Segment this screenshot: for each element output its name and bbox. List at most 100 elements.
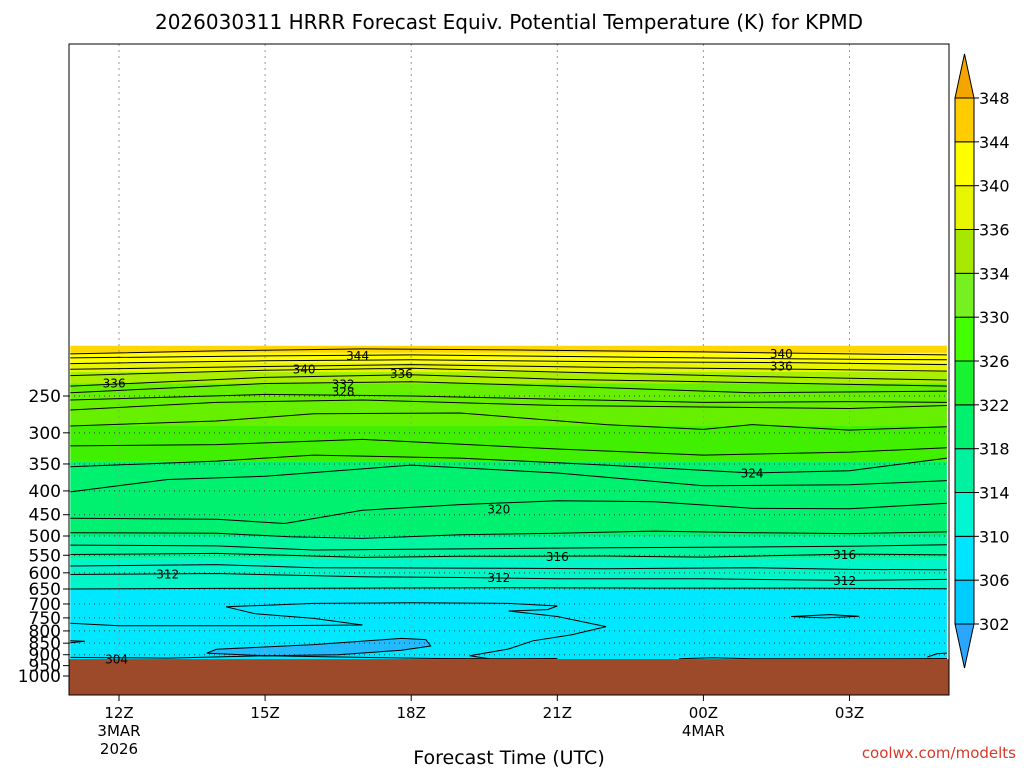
y-tick-label-250: 250: [29, 387, 61, 407]
contour-344: [70, 348, 947, 356]
contour-324: [70, 454, 947, 474]
contour-label-328: 328: [332, 385, 355, 399]
contour-311: [70, 587, 947, 590]
y-tick-label-300: 300: [29, 424, 61, 444]
colorbar-segment-334: [954, 229, 975, 274]
contour-310b: [70, 606, 363, 627]
contour-322: [70, 464, 947, 493]
contour-310: [226, 602, 607, 660]
x-tick-label-15Z: 15Z: [250, 704, 279, 722]
colorbar-segment-344: [954, 97, 975, 143]
contour-lines: [70, 348, 947, 660]
colorbar-label-334: 334: [979, 264, 1010, 283]
band-318: [70, 536, 947, 559]
y-tick-label-1000: 1000: [18, 667, 61, 687]
contour-label-336: 336: [103, 377, 126, 391]
colorbar-label-336: 336: [979, 221, 1010, 240]
y-tick-label-500: 500: [29, 527, 61, 547]
contour-317: [70, 544, 947, 551]
contour-label-336: 336: [390, 367, 413, 381]
contour-336: [70, 367, 947, 381]
colorbar: 302 306 310 314 318 322 326 330 334 336 340 344 348: [954, 53, 1010, 669]
colorbar-label-306: 306: [979, 571, 1010, 590]
contour-label-332: 332: [332, 377, 355, 391]
y-tick-label-650: 650: [29, 580, 61, 600]
colorbar-label-344: 344: [979, 133, 1010, 152]
chart-title: 2026030311 HRRR Forecast Equiv. Potentia…: [155, 10, 863, 34]
contour-306: [206, 637, 432, 657]
contour-332: [70, 381, 947, 394]
colorbar-low-arrow: [954, 623, 975, 669]
colorbar-label-326: 326: [979, 352, 1010, 371]
contour-306b: [70, 640, 85, 644]
contour-342a: [70, 354, 947, 361]
y-axis: 2503003504004505005506006507007508008509…: [18, 387, 69, 687]
contour-310d: [927, 652, 947, 658]
contour-316: [70, 552, 947, 558]
contour-338: [70, 364, 947, 372]
colorbar-segment-318: [954, 404, 975, 450]
y-tick-label-950: 950: [29, 657, 61, 677]
y-tick-label-450: 450: [29, 506, 61, 526]
contour-label-312: 312: [833, 574, 856, 588]
contour-314: [70, 564, 947, 571]
contour-334: [70, 374, 947, 387]
colorbar-segment-306: [954, 535, 975, 581]
y-tick-label-350: 350: [29, 455, 61, 475]
x-tick-sub1-12Z: 3MAR: [97, 722, 140, 740]
band-326: [70, 426, 947, 462]
colorbar-label-302: 302: [979, 615, 1010, 634]
y-tick-label-550: 550: [29, 546, 61, 566]
plot-frame: [68, 43, 950, 696]
colorbar-label-314: 314: [979, 484, 1010, 503]
contour-label-312: 312: [156, 568, 179, 582]
colorbar-segment-340: [954, 141, 975, 187]
colorbar-label-318: 318: [979, 440, 1010, 459]
y-tick-label-600: 600: [29, 564, 61, 584]
contour-label-312: 312: [487, 571, 510, 585]
contour-325: [70, 438, 947, 456]
contour-328: [70, 393, 947, 403]
colorbar-label-348: 348: [979, 89, 1010, 108]
y-tick-label-400: 400: [29, 482, 61, 502]
x-tick-label-00Z: 00Z: [689, 704, 718, 722]
contour-label-340: 340: [293, 362, 316, 376]
band-330: [70, 383, 947, 426]
contour-label-316: 316: [833, 548, 856, 562]
contour-304: [70, 655, 558, 660]
x-tick-label-12Z: 12Z: [104, 704, 133, 722]
contour-320: [70, 500, 947, 525]
x-tick-sub1-00Z: 4MAR: [682, 722, 725, 740]
colorbar-segment-314: [954, 448, 975, 493]
y-tick-label-700: 700: [29, 595, 61, 615]
ground-surface: [69, 659, 949, 695]
colorbar-segment-310: [954, 492, 975, 537]
contour-326: [70, 412, 947, 431]
contour-label-304: 304: [105, 652, 128, 666]
band-346: [70, 345, 947, 353]
x-tick-label-18Z: 18Z: [397, 704, 426, 722]
contour-label-340: 340: [770, 347, 793, 361]
colorbar-segment-302: [954, 579, 975, 625]
y-tick-label-900: 900: [29, 646, 61, 666]
credit-text: coolwx.com/modelts: [862, 744, 1016, 762]
y-tick-label-750: 750: [29, 609, 61, 629]
x-tick-sub2-12Z: 2026: [100, 740, 138, 758]
contour-label-316: 316: [546, 550, 569, 564]
colorbar-segment-336: [954, 185, 975, 231]
band-322: [70, 461, 947, 536]
colorbar-high-arrow: [954, 53, 975, 99]
contour-label-344: 344: [346, 349, 369, 363]
colorbar-label-340: 340: [979, 177, 1010, 196]
x-axis-label: Forecast Time (UTC): [413, 747, 604, 768]
y-tick-label-850: 850: [29, 634, 61, 654]
x-tick-label-21Z: 21Z: [543, 704, 572, 722]
contour-340: [70, 359, 947, 366]
colorbar-label-310: 310: [979, 527, 1010, 546]
contour-label-336: 336: [770, 359, 793, 373]
contour-label-324: 324: [741, 467, 764, 481]
colorbar-segment-326: [954, 316, 975, 362]
